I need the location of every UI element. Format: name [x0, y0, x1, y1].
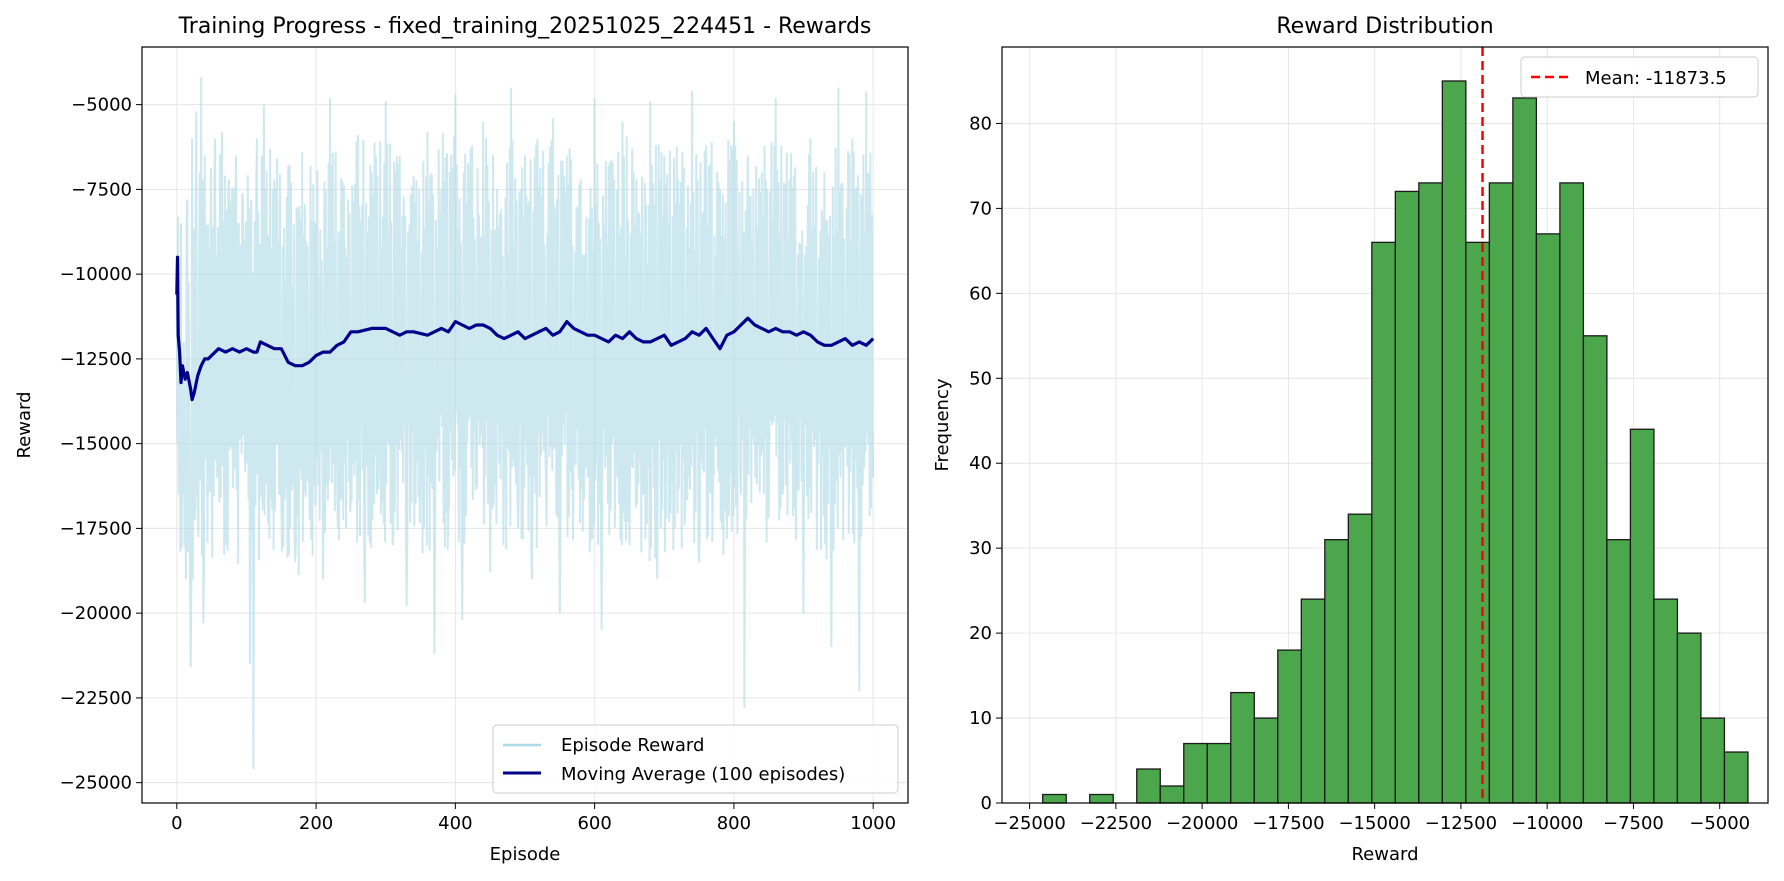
histogram-bar: [1206, 742, 1232, 804]
x-tick-label: −20000: [1166, 813, 1238, 834]
distribution-chart-title: Reward Distribution: [1276, 14, 1493, 39]
training-x-axis-label: Episode: [490, 844, 561, 865]
y-tick-label: −20000: [60, 603, 132, 624]
y-tick-label: 10: [969, 708, 992, 729]
histogram-bar: [1465, 241, 1491, 804]
distribution-legend: Mean: -11873.5: [1520, 56, 1759, 98]
histogram-bar: [1089, 793, 1114, 804]
histogram-bar: [1300, 598, 1326, 804]
histogram-bar: [1183, 742, 1208, 804]
training-axes-frame: [141, 46, 909, 804]
histogram-bar: [1606, 539, 1632, 804]
y-tick-label: 80: [969, 113, 992, 134]
distribution-ticks: −25000 −22500 −20000 −17500 −15000 −12500 −100…: [969, 113, 1750, 834]
training-ticks: 0 200 400 600 800 1000 −25000 −22500 −20000 −1750…: [60, 95, 896, 834]
x-tick-label: 200: [299, 813, 333, 834]
x-tick-label: −7500: [1603, 813, 1664, 834]
histogram-bar: [1136, 768, 1161, 804]
legend-episode-reward: Episode Reward: [561, 735, 704, 756]
histogram-bar: [1488, 182, 1514, 804]
histogram-bar: [1723, 751, 1749, 804]
histogram-bar: [1394, 190, 1420, 804]
y-tick-label: 0: [981, 793, 992, 814]
histogram-bar: [1512, 97, 1538, 804]
distribution-legend-box: [1520, 56, 1759, 98]
histogram-bar: [1535, 233, 1561, 804]
moving-average-line: [175, 255, 875, 402]
histogram-bar: [1253, 717, 1279, 804]
histogram-bar: [1629, 428, 1655, 804]
y-tick-label: −12500: [60, 349, 132, 370]
x-tick-label: −12500: [1425, 813, 1497, 834]
y-tick-label: 30: [969, 538, 992, 559]
histogram-bar: [1324, 539, 1349, 804]
histogram-bar: [1230, 691, 1255, 804]
training-y-axis-label: Reward: [14, 391, 35, 458]
legend-mean: Mean: -11873.5: [1585, 68, 1727, 89]
y-tick-label: −15000: [60, 434, 132, 455]
x-tick-label: 600: [577, 813, 611, 834]
histogram-bar: [1371, 241, 1396, 804]
y-tick-label: 50: [969, 368, 992, 389]
histogram-bar: [1277, 649, 1302, 804]
histogram-bar: [1676, 632, 1702, 804]
episode-reward-line: [175, 77, 875, 770]
training-progress-chart: 0 200 400 600 800 1000 −25000 −22500 −20000 −1750…: [14, 14, 909, 865]
distribution-x-axis-label: Reward: [1351, 844, 1418, 865]
x-tick-label: 400: [438, 813, 472, 834]
distribution-y-axis-label: Frequency: [932, 378, 953, 471]
training-legend: Episode Reward Moving Average (100 episo…: [492, 724, 899, 794]
x-tick-label: 0: [171, 813, 182, 834]
y-tick-label: −10000: [60, 264, 132, 285]
y-tick-label: 70: [969, 198, 992, 219]
histogram-bar: [1582, 335, 1608, 804]
y-tick-label: 20: [969, 623, 992, 644]
x-tick-label: −5000: [1689, 813, 1750, 834]
histogram-bar: [1347, 513, 1373, 804]
reward-distribution-chart: −25000 −22500 −20000 −17500 −15000 −12500 −100…: [932, 14, 1769, 865]
distribution-axes-frame: [1001, 46, 1769, 804]
x-tick-label: 800: [717, 813, 751, 834]
histogram-bar: [1418, 182, 1443, 804]
y-tick-label: −25000: [60, 773, 132, 794]
training-legend-box: [492, 724, 899, 794]
x-tick-label: −25000: [993, 813, 1065, 834]
y-tick-label: −5000: [71, 95, 132, 116]
histogram-bar: [1159, 785, 1185, 804]
histogram-bar: [1559, 182, 1585, 804]
histogram-bar: [1042, 793, 1067, 804]
histogram-bar: [1700, 717, 1726, 804]
training-chart-title: Training Progress - fixed_training_20251…: [178, 14, 872, 39]
histogram-bar: [1653, 598, 1679, 804]
x-tick-label: −22500: [1080, 813, 1152, 834]
legend-moving-average: Moving Average (100 episodes): [561, 764, 845, 785]
x-tick-label: 1000: [850, 813, 896, 834]
x-tick-label: −15000: [1338, 813, 1410, 834]
y-tick-label: −17500: [60, 518, 132, 539]
y-tick-label: −22500: [60, 688, 132, 709]
training-plot-area: [175, 77, 875, 770]
x-tick-label: −17500: [1252, 813, 1324, 834]
x-tick-label: −10000: [1511, 813, 1583, 834]
histogram-bar: [1441, 80, 1467, 804]
y-tick-label: 60: [969, 283, 992, 304]
y-tick-label: −7500: [71, 179, 132, 200]
y-tick-label: 40: [969, 453, 992, 474]
